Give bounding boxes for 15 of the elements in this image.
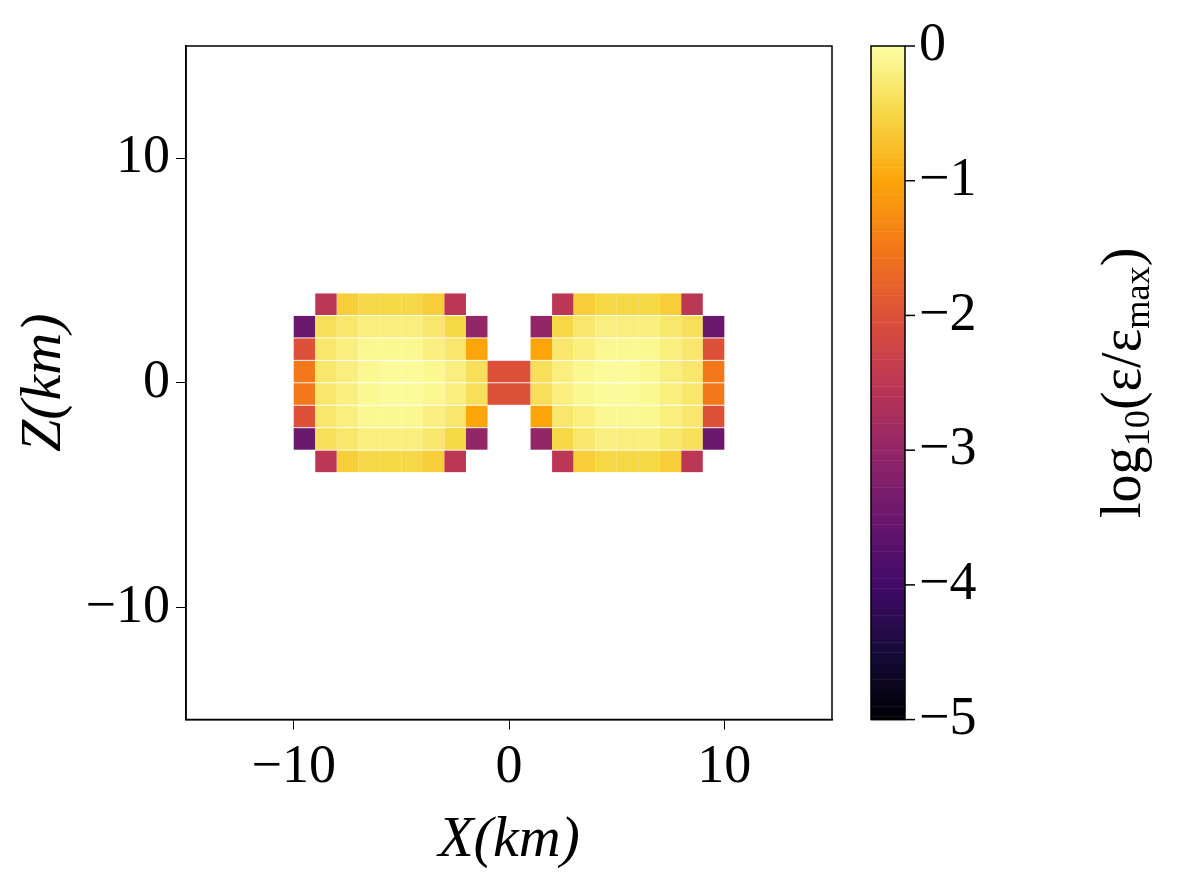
color-bar-title: log10(ε/εmax): [1089, 247, 1157, 519]
color-bar-label: −1: [919, 146, 977, 207]
y-axis-title: Z(km): [8, 313, 74, 453]
color-bar-label: −2: [919, 281, 977, 342]
y-tick-label: 0: [143, 348, 171, 409]
x-tick-label: 0: [495, 734, 523, 795]
color-bar-label: 0: [919, 12, 946, 73]
color-bar-label: −5: [919, 685, 977, 746]
x-tick-label: 10: [697, 734, 752, 795]
x-tick-label: −10: [251, 734, 336, 795]
x-axis-title: X(km): [436, 804, 580, 870]
y-tick-label: −10: [85, 573, 171, 634]
y-tick-label: 10: [116, 124, 171, 185]
color-bar-label: −4: [919, 551, 977, 612]
color-bar-label: −3: [919, 416, 977, 477]
